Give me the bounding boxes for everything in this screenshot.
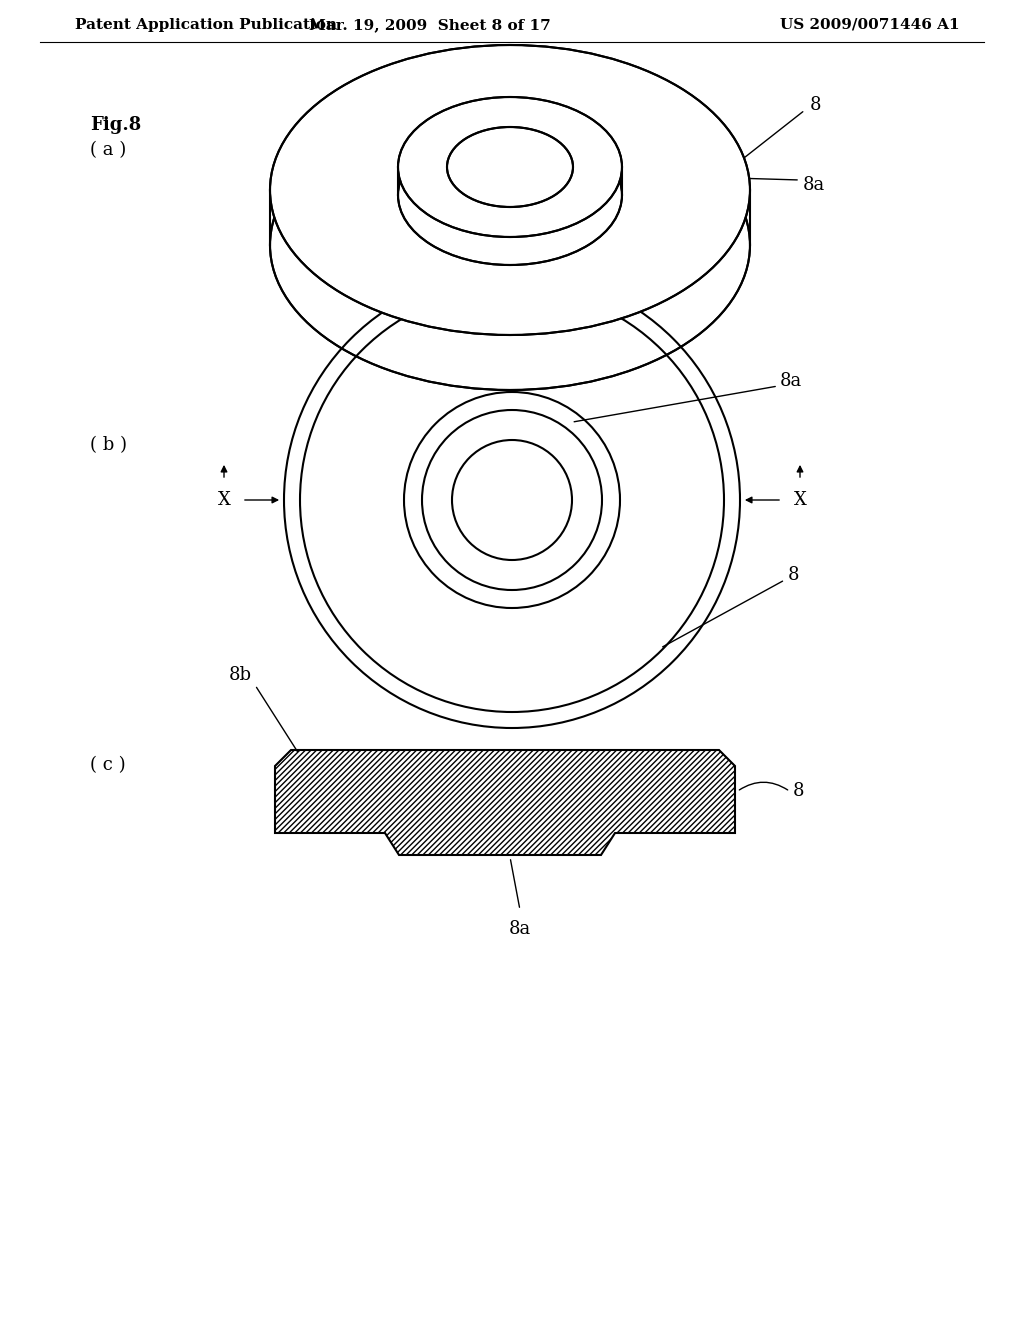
Text: ( a ): ( a ) (90, 141, 126, 158)
Text: 8: 8 (793, 783, 805, 800)
Text: Patent Application Publication: Patent Application Publication (75, 18, 337, 32)
Polygon shape (275, 750, 735, 855)
Text: US 2009/0071446 A1: US 2009/0071446 A1 (780, 18, 959, 32)
Ellipse shape (447, 127, 573, 207)
Text: 8a: 8a (803, 176, 825, 194)
Text: Mar. 19, 2009  Sheet 8 of 17: Mar. 19, 2009 Sheet 8 of 17 (309, 18, 551, 32)
Text: 8a: 8a (509, 920, 531, 939)
Text: ( c ): ( c ) (90, 756, 126, 774)
Text: X: X (217, 491, 230, 510)
Ellipse shape (398, 125, 622, 265)
Text: 8b: 8b (228, 667, 252, 684)
Text: Fig.8: Fig.8 (90, 116, 141, 135)
Ellipse shape (398, 96, 622, 238)
Text: 8: 8 (810, 96, 821, 114)
Text: X: X (794, 491, 807, 510)
Text: 8: 8 (788, 566, 800, 585)
Text: ( b ): ( b ) (90, 436, 127, 454)
Ellipse shape (270, 100, 750, 389)
Ellipse shape (270, 45, 750, 335)
Text: 8a: 8a (780, 372, 802, 391)
